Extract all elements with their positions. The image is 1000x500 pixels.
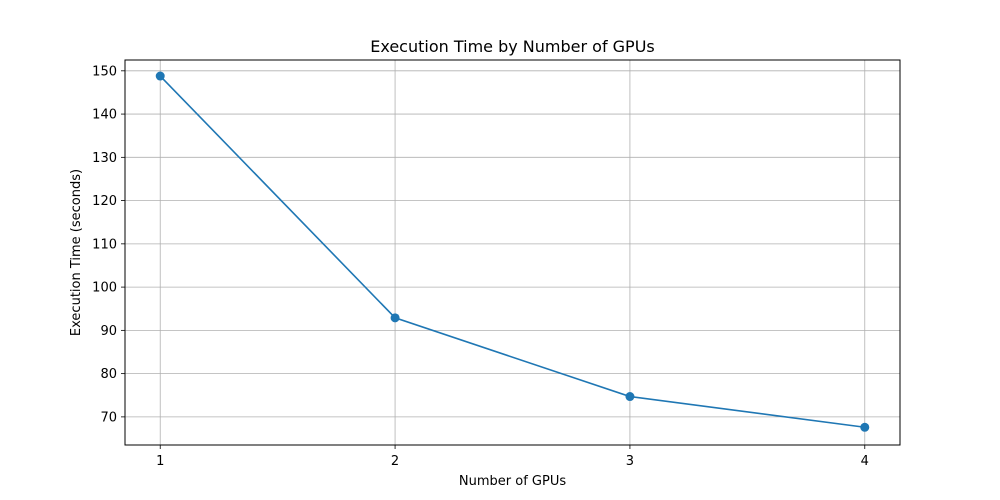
y-tick-label: 110 [92, 237, 117, 252]
y-tick-label: 70 [100, 410, 117, 425]
y-tick-label: 80 [100, 367, 117, 382]
y-tick-label: 120 [92, 194, 117, 209]
series-line [159, 75, 865, 429]
grid-layer [125, 60, 900, 445]
chart-title: Execution Time by Number of GPUs [370, 37, 655, 56]
tick-layer: 1 2 3 4 70 80 90 100 110 120 130 140 150 [92, 64, 869, 469]
x-tick-label: 2 [391, 454, 399, 469]
y-axis-label: Execution Time (seconds) [69, 169, 84, 336]
y-tick-label: 90 [100, 324, 117, 339]
y-tick-label: 140 [92, 108, 117, 123]
y-tick-label: 150 [92, 64, 117, 79]
data-point [625, 392, 635, 402]
x-tick-label: 4 [861, 454, 869, 469]
y-tick-label: 100 [92, 281, 117, 296]
data-point [155, 71, 165, 81]
x-tick-label: 1 [156, 454, 164, 469]
y-tick-label: 130 [92, 151, 117, 166]
plot-frame [124, 59, 901, 446]
data-point [860, 422, 870, 432]
x-axis-label: Number of GPUs [459, 474, 566, 489]
data-point [390, 313, 400, 323]
x-tick-label: 3 [626, 454, 634, 469]
series-layer [155, 71, 870, 432]
